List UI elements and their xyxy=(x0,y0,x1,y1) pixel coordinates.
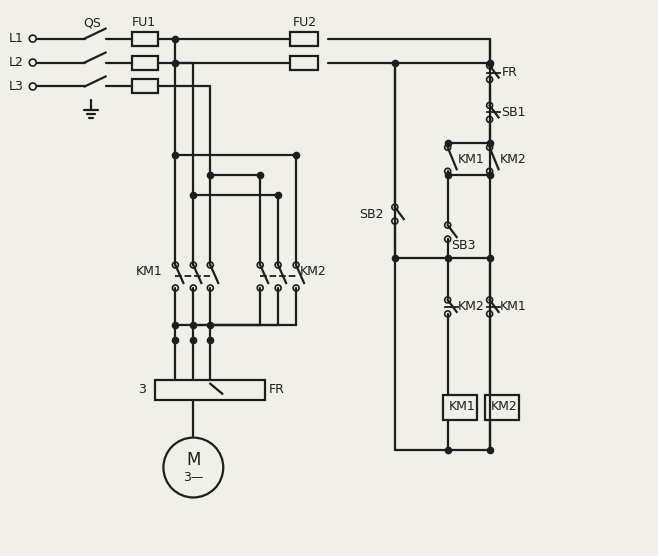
Circle shape xyxy=(487,145,493,150)
Text: QS: QS xyxy=(84,16,101,29)
Circle shape xyxy=(172,285,178,291)
Text: FU1: FU1 xyxy=(132,16,155,29)
Circle shape xyxy=(392,218,398,224)
Bar xyxy=(443,395,476,420)
Circle shape xyxy=(445,145,451,150)
Circle shape xyxy=(293,285,299,291)
Text: 3—: 3— xyxy=(183,471,203,484)
Circle shape xyxy=(257,285,263,291)
Text: KM2: KM2 xyxy=(491,400,517,413)
Text: SB2: SB2 xyxy=(359,207,384,221)
Text: SB1: SB1 xyxy=(501,106,526,119)
Circle shape xyxy=(445,222,451,228)
Text: FR: FR xyxy=(269,383,285,396)
Circle shape xyxy=(293,262,299,268)
Text: FR: FR xyxy=(501,66,517,79)
Circle shape xyxy=(207,285,213,291)
Circle shape xyxy=(172,262,178,268)
Circle shape xyxy=(445,297,451,303)
Bar xyxy=(484,395,519,420)
Circle shape xyxy=(487,297,493,303)
Text: KM1: KM1 xyxy=(136,265,163,277)
Circle shape xyxy=(445,168,451,174)
Circle shape xyxy=(487,77,493,82)
Circle shape xyxy=(487,102,493,108)
Circle shape xyxy=(275,285,281,291)
Circle shape xyxy=(392,204,398,210)
Circle shape xyxy=(487,62,493,68)
Text: KM1: KM1 xyxy=(449,400,476,413)
Bar xyxy=(132,32,159,46)
Circle shape xyxy=(190,285,196,291)
Text: KM2: KM2 xyxy=(300,265,327,277)
Text: FU2: FU2 xyxy=(293,16,317,29)
Circle shape xyxy=(487,168,493,174)
Circle shape xyxy=(445,236,451,242)
Circle shape xyxy=(487,311,493,317)
Text: L3: L3 xyxy=(9,80,24,93)
Text: M: M xyxy=(186,450,201,469)
Text: KM1: KM1 xyxy=(458,153,484,166)
Text: 3: 3 xyxy=(138,383,146,396)
Text: L2: L2 xyxy=(9,56,24,69)
Text: KM1: KM1 xyxy=(499,300,526,314)
Circle shape xyxy=(207,262,213,268)
Bar xyxy=(155,380,265,400)
Text: L1: L1 xyxy=(9,32,24,45)
Circle shape xyxy=(257,262,263,268)
Bar xyxy=(290,56,318,70)
Circle shape xyxy=(29,35,36,42)
Circle shape xyxy=(190,262,196,268)
Text: KM2: KM2 xyxy=(499,153,526,166)
Bar xyxy=(132,80,159,93)
Circle shape xyxy=(29,59,36,66)
Circle shape xyxy=(487,116,493,122)
Circle shape xyxy=(29,83,36,90)
Text: SB3: SB3 xyxy=(451,239,475,251)
Circle shape xyxy=(275,262,281,268)
Bar xyxy=(290,32,318,46)
Text: KM2: KM2 xyxy=(458,300,484,314)
Circle shape xyxy=(445,311,451,317)
Bar xyxy=(132,56,159,70)
